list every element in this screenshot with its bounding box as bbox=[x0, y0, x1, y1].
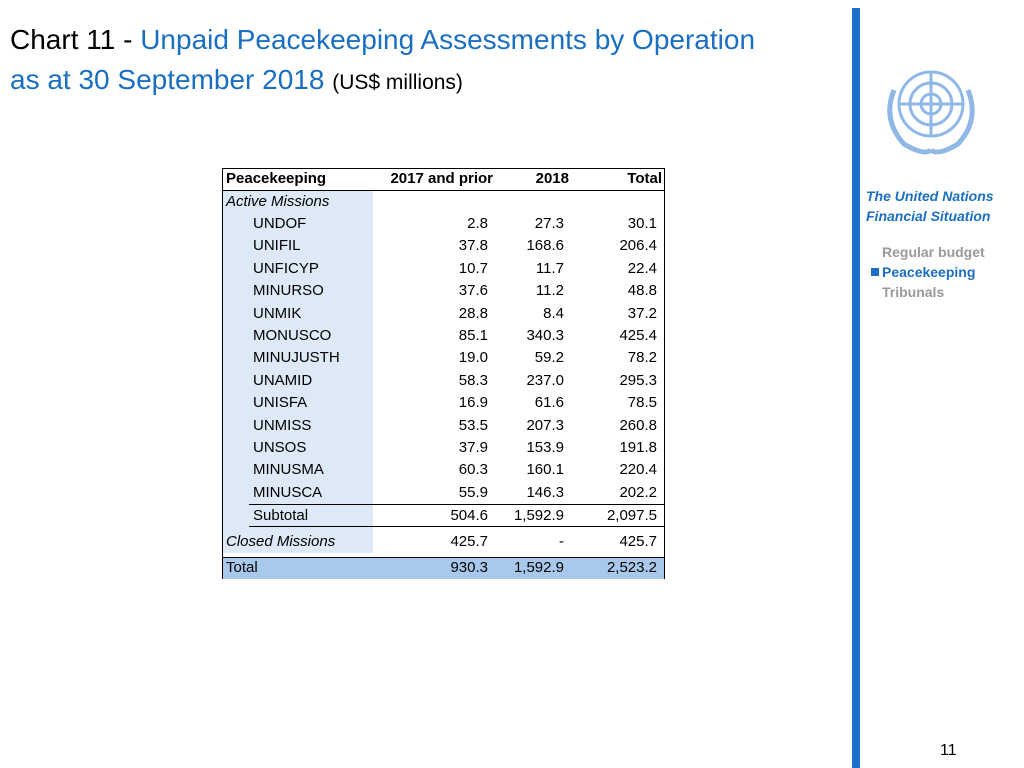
cell-value: 168.6 bbox=[526, 237, 564, 255]
cell-value: 10.7 bbox=[458, 259, 488, 277]
cell-value: 146.3 bbox=[526, 483, 564, 501]
row-label: MONUSCO bbox=[253, 327, 332, 344]
total-row-bg bbox=[223, 557, 664, 579]
row-label: UNAMID bbox=[253, 371, 313, 389]
un-logo bbox=[887, 70, 975, 155]
row-label: Closed Missions bbox=[226, 533, 336, 550]
cell-value: - bbox=[559, 533, 564, 550]
cell-value: 2,523.2 bbox=[606, 559, 657, 576]
row-label: UNDOF bbox=[253, 215, 307, 232]
cell-value: 37.2 bbox=[627, 304, 657, 322]
cell-value: 16.9 bbox=[458, 394, 488, 412]
label-column-bg bbox=[223, 191, 373, 553]
header-rule bbox=[223, 190, 664, 191]
side-heading: The United Nations Financial Situation bbox=[866, 188, 994, 224]
cell-value: 37.8 bbox=[458, 237, 488, 255]
cell-value: 206.4 bbox=[619, 237, 657, 255]
cell-value: 260.8 bbox=[619, 416, 657, 434]
cell-value: 1,592.9 bbox=[513, 559, 564, 576]
nav-item: Tribunals bbox=[882, 284, 945, 300]
title: Chart 11 - Unpaid Peacekeeping Assessmen… bbox=[10, 24, 755, 56]
chart-number: Chart 11 - bbox=[10, 24, 133, 55]
row-label: Peacekeeping bbox=[226, 170, 327, 187]
subtotal-rule bbox=[249, 504, 664, 505]
cell-value: 27.3 bbox=[534, 215, 564, 232]
cell-value: 295.3 bbox=[619, 371, 657, 389]
cell-value: 30.1 bbox=[627, 215, 657, 232]
row-label: Subtotal bbox=[253, 507, 309, 524]
row-label: Total bbox=[226, 559, 258, 576]
cell-value: 8.4 bbox=[543, 304, 564, 322]
cell-value: 930.3 bbox=[450, 559, 488, 576]
cell-value: 160.1 bbox=[526, 461, 564, 479]
cell-value: 504.6 bbox=[450, 507, 488, 524]
cell-value: 37.6 bbox=[458, 282, 488, 300]
cell-value: 78.2 bbox=[627, 349, 657, 367]
subtitle: as at 30 September 2018 (US$ millions) bbox=[10, 64, 463, 96]
cell-value: 48.8 bbox=[627, 282, 657, 300]
row-label: UNSOS bbox=[253, 439, 307, 456]
side-bar bbox=[852, 8, 860, 768]
row-label: MINUJUSTH bbox=[253, 349, 340, 367]
table: Peacekeeping 2017 and prior 2018 Total Activ… bbox=[222, 168, 665, 579]
row-label: MINUSMA bbox=[253, 461, 324, 479]
cell-value: 11.7 bbox=[535, 259, 564, 277]
row-label: UNMISS bbox=[253, 416, 312, 434]
page-number: 11 bbox=[940, 742, 957, 759]
cell-value: 153.9 bbox=[526, 439, 564, 456]
cell-value: 191.8 bbox=[619, 439, 657, 456]
row-label: UNMIK bbox=[253, 304, 302, 322]
subtotal-rule bbox=[249, 526, 664, 527]
unit: (US$ millions) bbox=[332, 71, 463, 94]
cell-value: 237.0 bbox=[526, 371, 564, 389]
cell-value: 55.9 bbox=[458, 483, 488, 501]
cell-value: 61.6 bbox=[534, 394, 564, 412]
cell-value: 60.3 bbox=[458, 461, 488, 479]
cell-value: 11.2 bbox=[535, 282, 564, 300]
cell-value: 1,592.9 bbox=[513, 507, 564, 524]
cell-value: 2018 bbox=[535, 170, 569, 187]
row-label: UNIFIL bbox=[253, 237, 301, 255]
row-label: MINURSO bbox=[253, 282, 324, 300]
cell-value: 207.3 bbox=[526, 416, 564, 434]
cell-value: 28.8 bbox=[458, 304, 488, 322]
cell-value: 2,097.5 bbox=[606, 507, 657, 524]
row-label: MINUSCA bbox=[253, 483, 323, 501]
title-text: Unpaid Peacekeeping Assessments by Opera… bbox=[140, 24, 756, 55]
cell-value: 22.4 bbox=[627, 259, 657, 277]
nav-item: Peacekeeping bbox=[870, 264, 976, 280]
cell-value: 2017 and prior bbox=[390, 170, 493, 187]
cell-value: 58.3 bbox=[458, 371, 488, 389]
cell-value: 19.0 bbox=[458, 349, 488, 367]
row-label: UNFICYP bbox=[253, 259, 319, 277]
cell-value: 340.3 bbox=[526, 327, 564, 344]
cell-value: 220.4 bbox=[619, 461, 657, 479]
cell-value: 85.1 bbox=[458, 327, 488, 344]
cell-value: 425.4 bbox=[619, 327, 657, 344]
cell-value: 2.8 bbox=[467, 215, 488, 232]
row-label: UNISFA bbox=[253, 394, 308, 412]
cell-value: 59.2 bbox=[534, 349, 564, 367]
nav-item: Regular budget bbox=[882, 244, 985, 260]
cell-value: 37.9 bbox=[458, 439, 488, 456]
cell-value: 425.7 bbox=[450, 533, 488, 550]
cell-value: 53.5 bbox=[458, 416, 488, 434]
section-label: Active Missions bbox=[226, 193, 330, 210]
cell-value: 425.7 bbox=[619, 533, 657, 550]
cell-value: 78.5 bbox=[627, 394, 657, 412]
subtitle-text: as at 30 September 2018 bbox=[10, 64, 325, 95]
cell-value: 202.2 bbox=[619, 483, 657, 501]
cell-value: Total bbox=[627, 170, 662, 187]
